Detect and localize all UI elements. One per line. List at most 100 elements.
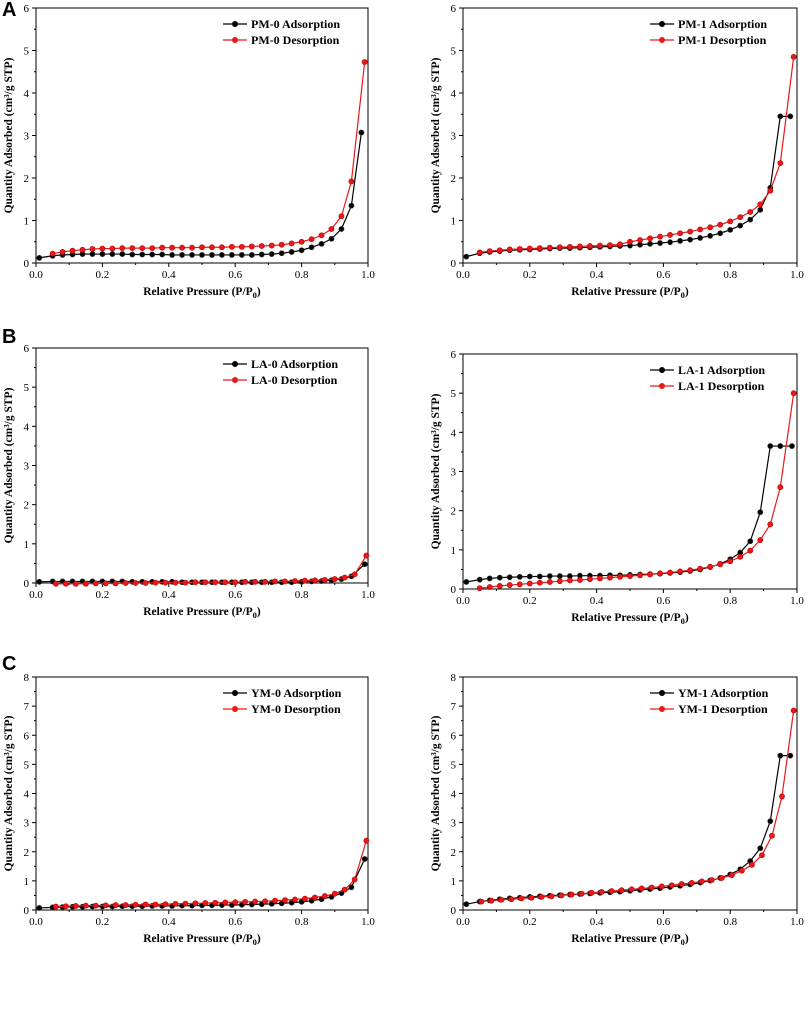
data-point	[209, 252, 215, 258]
data-point	[53, 903, 59, 910]
data-point	[566, 243, 573, 250]
x-axis-title-main: Relative Pressure (P/P	[143, 606, 252, 618]
data-point	[677, 568, 683, 575]
panel-letter-b: B	[2, 326, 16, 348]
x-tick-label: 0.2	[96, 916, 110, 928]
x-axis-title-main: Relative Pressure (P/P	[571, 612, 680, 624]
data-point	[36, 905, 43, 911]
x-tick-label: 0.2	[96, 269, 110, 281]
x-axis-title-subscript: 0	[681, 616, 685, 626]
legend-marker	[232, 361, 238, 367]
data-point	[82, 580, 89, 587]
data-point	[328, 235, 335, 242]
data-point	[348, 178, 355, 185]
data-point	[331, 890, 338, 897]
data-point	[119, 245, 126, 252]
data-point	[536, 573, 543, 580]
x-axis-title-end: )	[257, 286, 261, 298]
data-point	[192, 900, 199, 907]
data-point	[222, 579, 229, 586]
data-point	[338, 226, 345, 232]
data-point	[718, 875, 725, 881]
legend-marker	[232, 690, 238, 696]
data-point	[688, 880, 695, 886]
data-point	[737, 214, 744, 220]
legend-marker	[659, 37, 665, 43]
data-point	[311, 577, 318, 584]
y-tick-label: 7	[451, 701, 457, 713]
data-point	[182, 900, 189, 907]
data-point	[92, 580, 99, 587]
x-tick-label: 0.6	[657, 595, 671, 607]
data-point	[568, 891, 575, 898]
series-adsorption	[463, 443, 795, 585]
data-point	[72, 903, 79, 909]
data-point	[687, 236, 694, 243]
data-point	[361, 856, 368, 862]
data-point	[282, 578, 288, 585]
data-point	[348, 202, 355, 209]
data-point	[248, 252, 255, 258]
data-point	[179, 252, 185, 258]
x-tick-label: 0.6	[657, 916, 671, 928]
data-point	[546, 579, 553, 585]
data-point	[308, 244, 315, 251]
data-point	[232, 899, 239, 906]
data-point	[597, 575, 603, 582]
data-point	[162, 901, 169, 908]
data-point	[36, 578, 43, 585]
data-point	[737, 553, 744, 560]
x-tick-label: 0.0	[29, 589, 43, 601]
y-tick-label: 0	[24, 258, 30, 270]
data-point	[598, 889, 605, 895]
data-point	[238, 243, 245, 250]
y-tick-label: 4	[24, 88, 30, 100]
data-point	[587, 243, 593, 249]
x-axis-title-subscript: 0	[253, 290, 257, 300]
legend: YM-1 Adsorption YM-1 Desorption	[650, 686, 769, 716]
legend-marker	[232, 21, 238, 27]
x-tick-label: 0.8	[723, 269, 737, 281]
data-point	[698, 878, 705, 885]
data-point	[59, 249, 66, 255]
data-point	[687, 228, 694, 235]
y-tick-label: 1	[24, 876, 30, 888]
x-tick-label: 0.4	[590, 916, 604, 928]
data-point	[658, 883, 665, 890]
series-line	[481, 710, 795, 903]
y-axis-title: Quantity Adsorbed (cm³/g STP)	[3, 57, 15, 213]
data-point	[139, 245, 146, 252]
x-axis-title-end: )	[685, 933, 689, 945]
series-line	[52, 61, 366, 255]
data-point	[747, 209, 754, 215]
legend-marker	[659, 690, 665, 696]
data-point	[152, 579, 159, 586]
x-axis-title-subscript: 0	[253, 610, 257, 620]
series-adsorption	[36, 856, 368, 911]
data-point	[152, 901, 159, 908]
x-tick-label: 0.2	[96, 589, 110, 601]
x-tick-label: 1.0	[790, 916, 804, 928]
chart-pm-1: 0.0 0.2 0.4 0.6 0.8 1.0 0 1 2 3 4 5 6 Relative Pressu…	[430, 3, 804, 300]
data-point	[486, 575, 493, 582]
data-point	[697, 235, 704, 241]
panel-letter-a: A	[2, 0, 16, 21]
legend-marker	[659, 706, 665, 712]
data-point	[119, 251, 126, 257]
y-tick-label: 1	[24, 539, 30, 551]
series-line	[55, 840, 367, 908]
x-axis-title-main: Relative Pressure (P/P	[143, 933, 252, 945]
series-line	[466, 755, 791, 905]
data-point	[667, 232, 673, 238]
data-point	[89, 246, 96, 252]
x-axis-title-end: )	[257, 933, 261, 945]
y-axis-title: Quantity Adsorbed (cm³/g STP)	[3, 715, 15, 871]
y-tick-label: 3	[451, 131, 457, 143]
data-point	[727, 558, 734, 565]
data-point	[109, 245, 116, 252]
data-point	[363, 837, 370, 844]
data-point	[707, 232, 714, 239]
x-axis-title-subscript: 0	[681, 290, 685, 300]
data-point	[49, 250, 56, 257]
